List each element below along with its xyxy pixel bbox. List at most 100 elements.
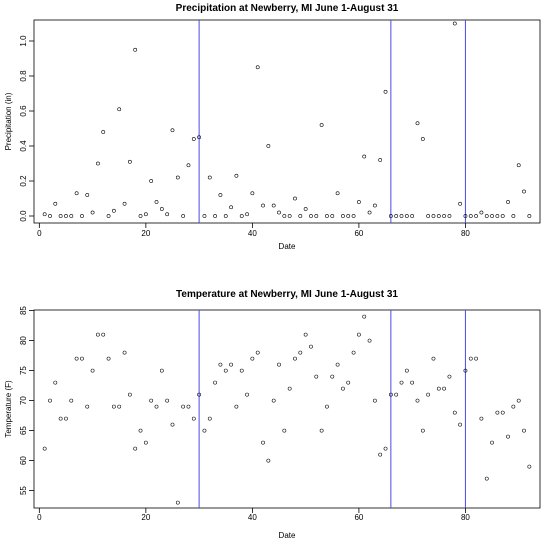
data-point bbox=[388, 214, 393, 218]
data-point bbox=[74, 356, 79, 361]
data-point bbox=[74, 191, 79, 196]
data-point bbox=[346, 380, 351, 385]
data-point bbox=[484, 476, 489, 481]
x-axis: 0 20 40 60 80 bbox=[37, 223, 470, 238]
x-tick-label: 60 bbox=[354, 229, 363, 238]
data-point bbox=[330, 374, 335, 379]
data-point bbox=[42, 212, 47, 217]
data-point bbox=[447, 214, 452, 218]
y-tick-label: 0.4 bbox=[19, 140, 28, 152]
data-point bbox=[468, 356, 473, 361]
data-point bbox=[159, 368, 164, 373]
data-point bbox=[266, 458, 271, 463]
data-point bbox=[111, 404, 116, 409]
data-point bbox=[165, 212, 170, 217]
data-point bbox=[479, 416, 484, 421]
data-point bbox=[159, 207, 164, 211]
data-point bbox=[58, 214, 63, 218]
data-point bbox=[367, 338, 372, 343]
data-point bbox=[138, 214, 143, 218]
data-point bbox=[314, 374, 319, 379]
data-point bbox=[372, 398, 377, 403]
data-point bbox=[426, 392, 431, 397]
data-point bbox=[261, 440, 265, 445]
data-point bbox=[500, 214, 505, 218]
data-point bbox=[133, 47, 138, 52]
data-point bbox=[271, 398, 276, 403]
x-tick-label: 40 bbox=[248, 513, 257, 522]
data-point bbox=[42, 446, 47, 451]
data-points bbox=[42, 314, 532, 505]
data-point bbox=[522, 189, 526, 194]
data-point bbox=[415, 398, 420, 403]
data-point bbox=[245, 392, 249, 397]
data-point bbox=[474, 214, 478, 218]
data-point bbox=[372, 203, 377, 208]
y-tick-label: 0.8 bbox=[19, 70, 28, 82]
data-point bbox=[96, 332, 100, 337]
data-point bbox=[309, 214, 313, 218]
y-axis: 0.0 0.2 0.4 0.6 0.8 1.0 bbox=[19, 35, 34, 222]
data-point bbox=[202, 214, 207, 218]
data-point bbox=[80, 214, 84, 218]
data-point bbox=[277, 362, 281, 367]
data-point bbox=[436, 214, 441, 218]
data-point bbox=[458, 422, 463, 427]
data-point bbox=[500, 410, 505, 415]
y-axis-label: Temperature (F) bbox=[4, 380, 13, 438]
data-point bbox=[341, 214, 345, 218]
data-point bbox=[191, 137, 196, 141]
y-tick-label: 1.0 bbox=[19, 35, 28, 47]
data-point bbox=[143, 440, 148, 445]
data-point bbox=[410, 380, 415, 385]
data-point bbox=[85, 404, 90, 409]
y-tick-label: 80 bbox=[19, 336, 28, 345]
data-point bbox=[490, 214, 494, 218]
data-point bbox=[298, 350, 303, 355]
data-point bbox=[266, 144, 271, 148]
data-point bbox=[69, 214, 74, 218]
data-point bbox=[255, 65, 260, 70]
data-point bbox=[53, 380, 58, 385]
x-axis-label: Date bbox=[279, 531, 296, 540]
data-point bbox=[213, 214, 217, 218]
data-point bbox=[218, 362, 223, 367]
data-point bbox=[404, 368, 409, 373]
x-axis: 0 20 40 60 80 bbox=[37, 508, 470, 522]
data-point bbox=[468, 214, 473, 218]
data-point bbox=[463, 368, 468, 373]
x-axis-label: Date bbox=[279, 242, 296, 251]
data-point bbox=[90, 368, 95, 373]
data-point bbox=[436, 386, 441, 391]
data-point bbox=[309, 344, 313, 349]
x-tick-label: 80 bbox=[461, 229, 470, 238]
x-tick-label: 80 bbox=[461, 513, 470, 522]
data-point bbox=[415, 121, 420, 126]
data-point bbox=[410, 214, 415, 218]
y-tick-label: 55 bbox=[19, 486, 28, 495]
y-tick-label: 85 bbox=[19, 306, 28, 315]
data-point bbox=[357, 200, 361, 204]
data-point bbox=[325, 214, 329, 218]
data-point bbox=[394, 214, 399, 218]
data-point bbox=[80, 356, 84, 361]
y-tick-label: 0.0 bbox=[19, 210, 28, 222]
data-point bbox=[186, 163, 191, 168]
data-point bbox=[362, 314, 367, 319]
y-tick-label: 60 bbox=[19, 456, 28, 465]
y-axis: 55 60 65 70 75 80 85 bbox=[19, 306, 34, 495]
data-point bbox=[346, 214, 351, 218]
data-point bbox=[287, 386, 292, 391]
data-point bbox=[271, 203, 276, 208]
data-point bbox=[506, 200, 510, 204]
y-tick-label: 75 bbox=[19, 366, 28, 375]
data-point bbox=[314, 214, 319, 218]
data-point bbox=[250, 191, 255, 196]
data-point bbox=[388, 392, 393, 397]
data-point bbox=[133, 446, 138, 451]
data-point bbox=[431, 214, 436, 218]
data-point bbox=[378, 158, 383, 162]
data-point bbox=[463, 214, 468, 218]
data-point bbox=[335, 362, 340, 367]
data-point bbox=[442, 214, 447, 218]
